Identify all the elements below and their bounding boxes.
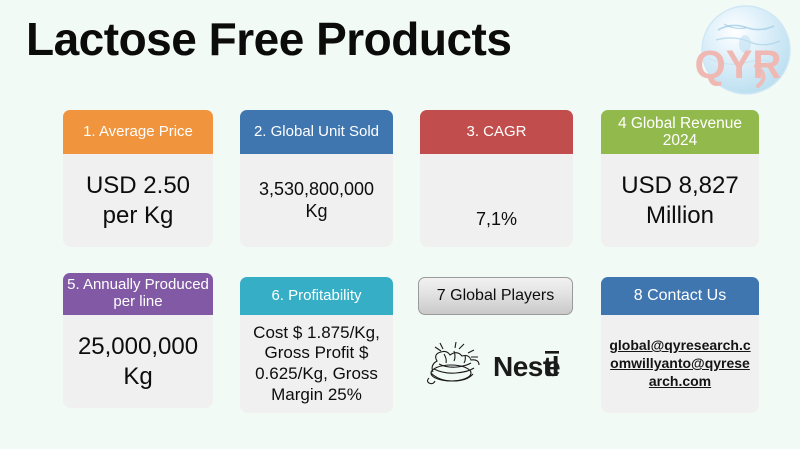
- card-annual-production-header: 5. Annually Produced per line: [63, 273, 213, 315]
- card-global-unit-sold-header: 2. Global Unit Sold: [240, 110, 393, 154]
- card-global-revenue[interactable]: 4 Global Revenue 2024 USD 8,827 Million: [601, 110, 759, 247]
- contact-email-primary[interactable]: global@qyresearch.com: [609, 337, 751, 372]
- card-average-price-value: USD 2.50 per Kg: [63, 154, 213, 247]
- card-contact-us[interactable]: 8 Contact Us global@qyresearch.comwillya…: [601, 277, 759, 413]
- card-cagr[interactable]: 3. CAGR 7,1%: [420, 110, 573, 247]
- card-profitability-header: 6. Profitability: [240, 277, 393, 315]
- card-annual-production-value: 25,000,000 Kg: [63, 315, 213, 408]
- card-average-price-header: 1. Average Price: [63, 110, 213, 154]
- svg-text:e: e: [545, 351, 561, 382]
- card-global-revenue-value: USD 8,827 Million: [601, 154, 759, 247]
- card-global-revenue-header: 4 Global Revenue 2024: [601, 110, 759, 154]
- card-cagr-value: 7,1%: [420, 154, 573, 247]
- card-profitability[interactable]: 6. Profitability Cost $ 1.875/Kg, Gross …: [240, 277, 393, 413]
- qyr-logo-text: QYR: [695, 43, 782, 87]
- global-players-button[interactable]: 7 Global Players: [418, 277, 573, 315]
- card-contact-us-header: 8 Contact Us: [601, 277, 759, 315]
- card-global-unit-sold-value: 3,530,800,000 Kg: [240, 154, 393, 247]
- contact-email-secondary[interactable]: willyanto@qyresearch.com: [631, 355, 750, 389]
- card-contact-us-body: global@qyresearch.comwillyanto@qyresearc…: [601, 315, 759, 413]
- card-annual-production[interactable]: 5. Annually Produced per line 25,000,000…: [63, 273, 213, 408]
- card-global-unit-sold[interactable]: 2. Global Unit Sold 3,530,800,000 Kg: [240, 110, 393, 247]
- card-cagr-header: 3. CAGR: [420, 110, 573, 154]
- card-profitability-value: Cost $ 1.875/Kg, Gross Profit $ 0.625/Kg…: [240, 315, 393, 413]
- nestle-wordmark: Nestl: [493, 351, 559, 382]
- qyr-globe-logo: QYR: [694, 2, 800, 98]
- nestle-nest-logo: Nestl e: [418, 341, 573, 387]
- card-global-players[interactable]: 7 Global Players Nestl e: [418, 277, 573, 387]
- card-average-price[interactable]: 1. Average Price USD 2.50 per Kg: [63, 110, 213, 247]
- page-title: Lactose Free Products: [26, 13, 512, 65]
